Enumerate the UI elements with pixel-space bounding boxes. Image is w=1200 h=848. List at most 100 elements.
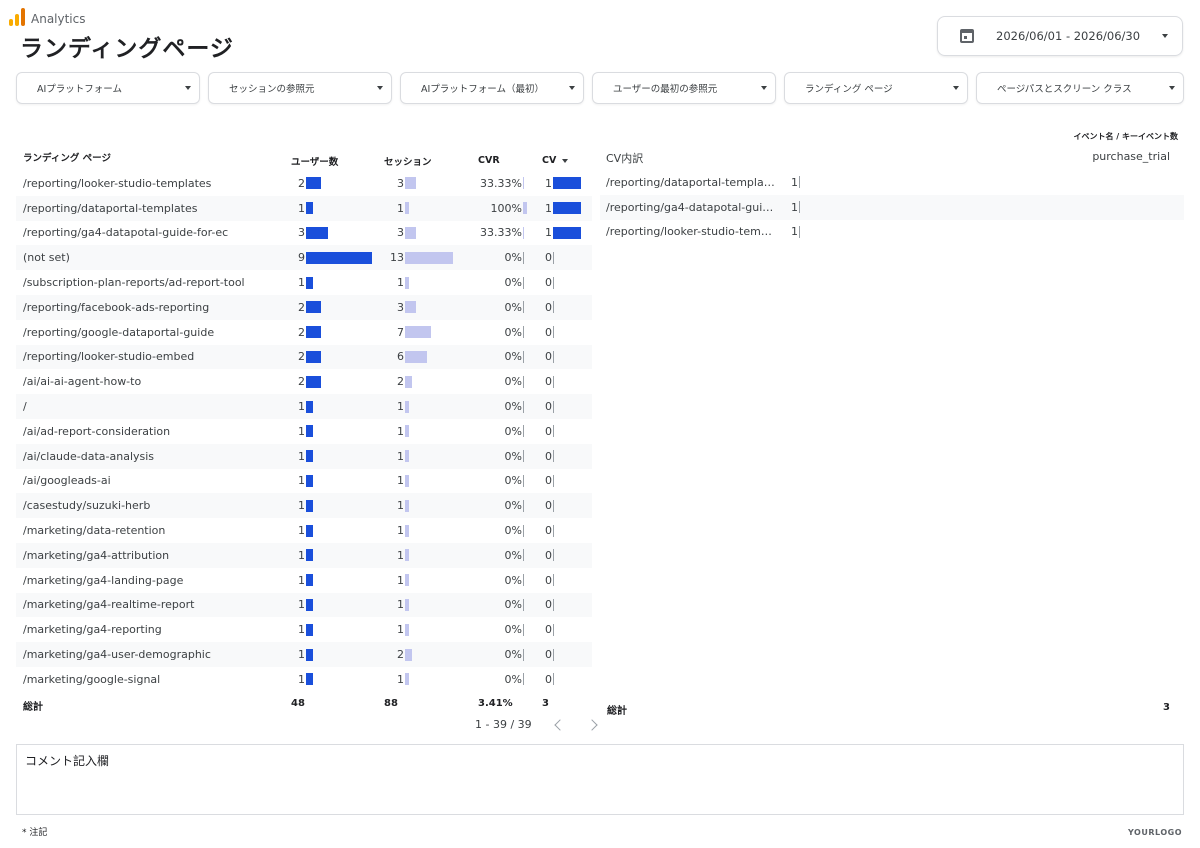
cv-bar: [553, 301, 554, 314]
cell-cv: 0: [545, 672, 554, 686]
cell-cv: 0: [545, 623, 554, 637]
date-range-picker[interactable]: 2026/06/01 - 2026/06/30: [937, 16, 1183, 56]
cv-super-header: イベント名 / キーイベント数: [1073, 132, 1179, 141]
cell-cv: 0: [545, 424, 554, 438]
cvr-bar: [523, 549, 524, 562]
filter-session-source[interactable]: セッションの参照元: [208, 72, 392, 104]
table-row[interactable]: /marketing/google-signal 1 1 0% 0: [16, 667, 592, 692]
cv-cell-value: 1: [791, 175, 800, 189]
users-bar: [306, 499, 313, 512]
cvr-bar: [523, 450, 524, 463]
cv-total-row: 総計 3: [600, 698, 1184, 718]
cell-page: /reporting/looker-studio-embed: [23, 350, 195, 364]
table-row[interactable]: /reporting/looker-studio-templates 2 3 33.3…: [16, 171, 592, 196]
table-row[interactable]: (not set) 9 13 0% 0: [16, 245, 592, 271]
filter-page-path-screen-class[interactable]: ページパスとスクリーン クラス: [976, 72, 1184, 104]
table-row[interactable]: /marketing/ga4-realtime-report 1 1 0% 0: [16, 592, 592, 618]
cvr-bar: [523, 350, 524, 363]
table-row[interactable]: /marketing/ga4-attribution 1 1 0% 0: [16, 542, 592, 568]
table-row[interactable]: /marketing/data-retention 1 1 0% 0: [16, 518, 592, 543]
chevron-right-icon[interactable]: [585, 718, 598, 731]
table-row[interactable]: / 1 1 0% 0: [16, 394, 592, 419]
cell-users: 1: [291, 568, 386, 593]
column-header-users[interactable]: ユーザー数: [291, 156, 339, 168]
cell-cvr: 0%: [504, 400, 524, 414]
table-row[interactable]: /casestudy/suzuki-herb 1 1 0% 0: [16, 493, 592, 519]
cvr-bar: [523, 301, 524, 314]
cv-bar: [553, 177, 581, 190]
cell-sessions: 6: [384, 345, 479, 370]
table-row[interactable]: /marketing/ga4-user-demographic 1 2 0% 0: [16, 642, 592, 667]
filter-label: ランディング ページ: [805, 84, 893, 95]
filter-ai-platform-first[interactable]: AIプラットフォーム（最初）: [400, 72, 584, 104]
cell-cv: 0: [545, 350, 554, 364]
cvr-bar: [523, 425, 524, 438]
table-row[interactable]: /subscription-plan-reports/ad-report-too…: [16, 270, 592, 295]
cell-sessions: 7: [384, 320, 479, 345]
chevron-down-icon: [953, 86, 959, 90]
sessions-bar: [405, 400, 409, 413]
cell-sessions: 1: [384, 593, 479, 618]
cv-table-body: /reporting/dataportal-templates 1/reporti…: [600, 170, 1184, 244]
cell-sessions: 1: [384, 444, 479, 469]
cell-cv: 1: [542, 196, 592, 221]
cell-cvr: 0%: [504, 648, 524, 662]
cell-users: 9: [291, 245, 386, 270]
cell-sessions: 13: [384, 245, 479, 270]
users-bar: [306, 400, 313, 413]
cvr-bar: [523, 400, 524, 413]
table-row[interactable]: /marketing/ga4-reporting 1 1 0% 0: [16, 617, 592, 642]
cv-header-left[interactable]: CV内訳: [606, 152, 644, 165]
table-row[interactable]: /ai/ad-report-consideration 1 1 0% 0: [16, 419, 592, 444]
cv-bar: [553, 474, 554, 487]
table-row[interactable]: /ai/googleads-ai 1 1 0% 0: [16, 469, 592, 494]
filter-landing-page[interactable]: ランディング ページ: [784, 72, 968, 104]
table-row[interactable]: /reporting/dataportal-templates 1 1 100% 1: [16, 195, 592, 221]
column-header-cv[interactable]: CV: [542, 150, 592, 171]
column-header-sessions[interactable]: セッション: [384, 156, 432, 168]
cell-users: 1: [291, 518, 386, 543]
filter-ai-platform[interactable]: AIプラットフォーム: [16, 72, 200, 104]
cvr-bar: [523, 276, 524, 289]
cv-header-right[interactable]: purchase_trial: [1092, 150, 1170, 163]
table-row[interactable]: /reporting/ga4-datapotal-guide-for-ec 3 3 3…: [16, 221, 592, 246]
users-bar: [306, 623, 313, 636]
cvr-bar: [523, 524, 524, 537]
cell-cv: 0: [545, 375, 554, 389]
cell-cvr: 0%: [504, 524, 524, 538]
cv-bar: [553, 400, 554, 413]
cv-bar: [553, 276, 554, 289]
filter-label: AIプラットフォーム: [37, 84, 123, 95]
chevron-left-icon[interactable]: [553, 718, 566, 731]
column-header-cvr[interactable]: CVR: [478, 155, 500, 166]
filter-first-user-source[interactable]: ユーザーの最初の参照元: [592, 72, 776, 104]
column-header-page[interactable]: ランディング ページ: [23, 153, 111, 164]
chevron-down-icon: [569, 86, 575, 90]
table-row[interactable]: /reporting/looker-studio-embed 2 6 0% 0: [16, 344, 592, 370]
table-row[interactable]: /reporting/facebook-ads-reporting 2 3 0% 0: [16, 294, 592, 320]
cvr-bar: [523, 226, 524, 239]
table-row[interactable]: /reporting/google-dataportal-guide 2 7 0% 0: [16, 320, 592, 345]
total-users: 48: [291, 698, 305, 709]
table-row[interactable]: /marketing/ga4-landing-page 1 1 0% 0: [16, 568, 592, 593]
filter-label: セッションの参照元: [229, 84, 315, 95]
calendar-icon: [960, 29, 974, 43]
cv-table-row[interactable]: /reporting/dataportal-templates 1: [600, 170, 1184, 195]
cv-table-row[interactable]: /reporting/ga4-datapotal-guide-f... 1: [600, 194, 1184, 220]
cell-cvr: 0%: [504, 276, 524, 290]
table-row[interactable]: /ai/ai-ai-agent-how-to 2 2 0% 0: [16, 369, 592, 394]
chevron-down-icon: [761, 86, 767, 90]
comment-box[interactable]: コメント記入欄: [16, 744, 1184, 815]
cell-users: 1: [291, 196, 386, 221]
cell-cvr: 0%: [504, 300, 524, 314]
cvr-bar: [523, 648, 524, 661]
table-row[interactable]: /ai/claude-data-analysis 1 1 0% 0: [16, 443, 592, 469]
users-bar: [306, 524, 313, 537]
cell-page: /ai/googleads-ai: [23, 474, 111, 488]
cell-page: /: [23, 400, 27, 414]
cell-users: 2: [291, 369, 386, 394]
sessions-bar: [405, 648, 412, 661]
cell-users: 1: [291, 270, 386, 295]
cv-table-row[interactable]: /reporting/looker-studio-templat... 1: [600, 220, 1184, 245]
cell-sessions: 3: [384, 221, 479, 246]
